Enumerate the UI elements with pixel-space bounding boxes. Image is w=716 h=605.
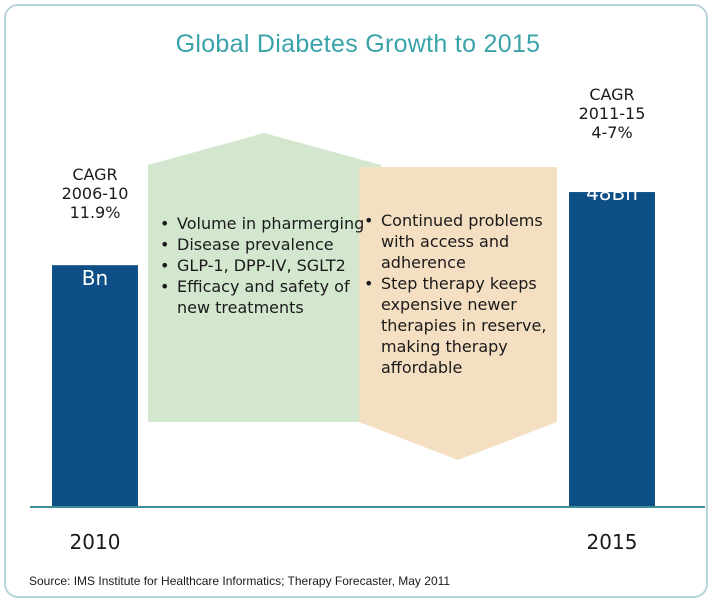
growth-drivers-list: Volume in pharmerging Disease prevalence…	[160, 213, 372, 318]
list-item: Efficacy and safety of new treatments	[160, 276, 372, 318]
bar-value-label-2015: $43- 48Bn	[586, 157, 638, 205]
bar-2015	[569, 192, 655, 507]
list-item: Step therapy keeps expensive newer thera…	[364, 273, 560, 378]
cagr-label-2010: CAGR 2006-10 11.9%	[61, 165, 129, 222]
chart-title: Global Diabetes Growth to 2015	[175, 30, 541, 58]
x-tick-label-2015: 2015	[586, 530, 638, 554]
bar-2010	[52, 265, 138, 506]
list-item: Continued problems with access and adher…	[364, 210, 560, 273]
x-tick-label-2010: 2010	[69, 530, 121, 554]
list-item: Volume in pharmerging	[160, 213, 372, 234]
growth-barriers-list: Continued problems with access and adher…	[364, 210, 560, 378]
bar-value-label-2010: $34.9 Bn	[66, 242, 124, 290]
list-item: GLP-1, DPP-IV, SGLT2	[160, 255, 372, 276]
cagr-label-2015: CAGR 2011-15 4-7%	[578, 85, 646, 142]
source-note: Source: IMS Institute for Healthcare Inf…	[29, 574, 451, 588]
list-item: Disease prevalence	[160, 234, 372, 255]
